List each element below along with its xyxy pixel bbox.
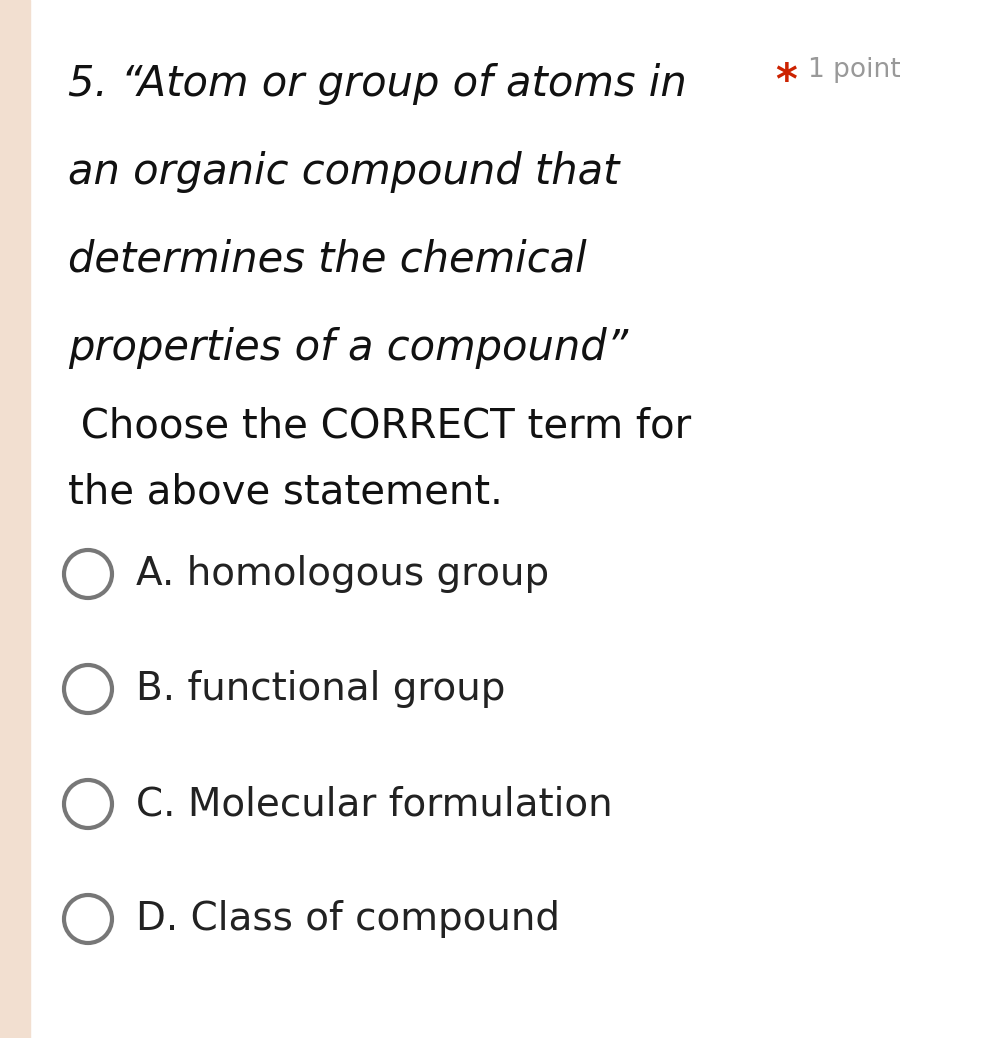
Text: *: * [775, 61, 797, 103]
Text: an organic compound that: an organic compound that [68, 151, 619, 193]
Text: the above statement.: the above statement. [68, 472, 503, 512]
Text: 1 point: 1 point [808, 57, 900, 83]
Text: 5. “Atom or group of atoms in: 5. “Atom or group of atoms in [68, 63, 687, 105]
Text: B. functional group: B. functional group [136, 670, 505, 708]
Text: properties of a compound”: properties of a compound” [68, 327, 628, 368]
Text: D. Class of compound: D. Class of compound [136, 900, 560, 938]
Text: Choose the CORRECT term for: Choose the CORRECT term for [68, 407, 691, 447]
Text: determines the chemical: determines the chemical [68, 239, 587, 281]
Bar [0, 0, 30, 1038]
Text: C. Molecular formulation: C. Molecular formulation [136, 785, 612, 823]
Text: A. homologous group: A. homologous group [136, 555, 549, 593]
